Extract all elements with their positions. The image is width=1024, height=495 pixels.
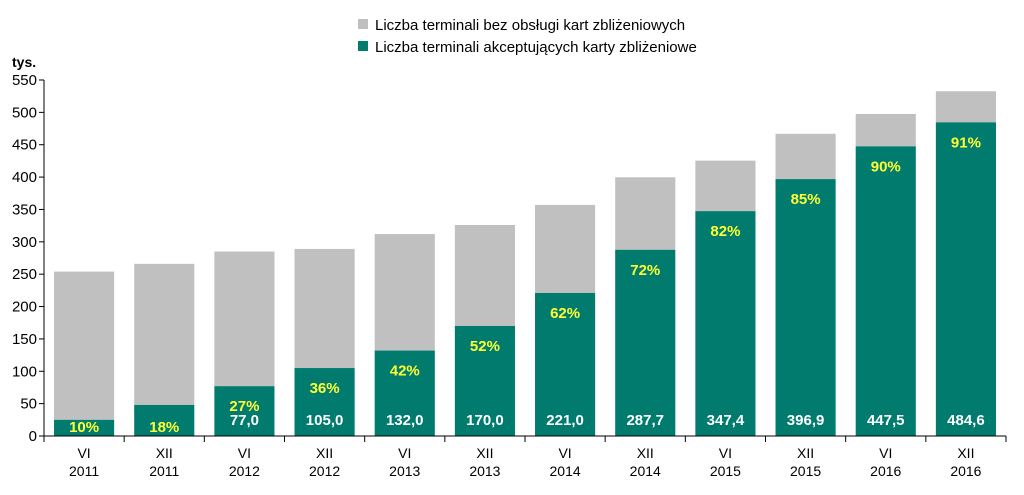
value-label-3: 77,0	[230, 412, 259, 429]
bar-contactless-12	[935, 122, 996, 436]
value-label-6: 170,0	[466, 412, 504, 429]
bar-without-contactless-7	[535, 204, 596, 293]
y-tick-label-3: 100	[12, 363, 37, 380]
bar-without-contactless-6	[454, 224, 515, 326]
category-label-line1-4: XII	[316, 445, 333, 461]
percent-label-10: 85%	[791, 191, 821, 208]
category-label-line2-4: 2012	[309, 463, 340, 479]
legend-swatch-2	[358, 41, 368, 51]
bar-contactless-8	[615, 249, 676, 436]
y-tick-label-7: 300	[12, 234, 37, 251]
category-label-line2-6: 2013	[469, 463, 500, 479]
category-label-line2-2: 2011	[149, 463, 179, 479]
bar-without-contactless-1	[54, 271, 115, 420]
percent-label-4: 36%	[310, 380, 340, 397]
value-label-11: 447,5	[867, 412, 905, 429]
category-label-line1-11: VI	[879, 445, 892, 461]
bar-contactless-9	[695, 211, 756, 436]
legend-swatch-1	[358, 19, 368, 29]
y-tick-label-1: 0	[29, 428, 37, 445]
bar-contactless-1	[54, 419, 115, 436]
category-label-line1-3: VI	[238, 445, 251, 461]
legend: Liczba terminali bez obsługi kart zbliże…	[358, 17, 697, 56]
percent-label-7: 62%	[550, 305, 580, 322]
bar-without-contactless-12	[935, 91, 996, 123]
bar-without-contactless-2	[134, 263, 195, 405]
bar-without-contactless-10	[775, 133, 836, 180]
bar-without-contactless-5	[374, 234, 435, 351]
percent-label-12: 91%	[951, 134, 981, 151]
value-label-5: 132,0	[386, 412, 424, 429]
category-label-line1-2: XII	[156, 445, 173, 461]
y-tick-label-12: 550	[12, 72, 37, 89]
percent-label-2: 18%	[149, 419, 179, 436]
bar-without-contactless-8	[615, 177, 676, 250]
legend-label-2: Liczba terminali akceptujących karty zbl…	[375, 39, 697, 56]
category-label-line2-11: 2016	[870, 463, 901, 479]
category-label-line2-10: 2015	[790, 463, 821, 479]
bar-contactless-2	[134, 404, 195, 436]
percent-label-1: 10%	[69, 419, 99, 436]
category-label-line1-8: XII	[637, 445, 654, 461]
bar-contactless-3	[214, 386, 275, 436]
percent-label-9: 82%	[710, 223, 740, 240]
y-tick-label-2: 50	[20, 396, 37, 413]
value-label-8: 287,7	[626, 412, 664, 429]
y-tick-label-10: 450	[12, 137, 37, 154]
category-label-line1-9: VI	[719, 445, 732, 461]
y-tick-label-9: 400	[12, 169, 37, 186]
category-label-line2-1: 2011	[69, 463, 99, 479]
category-label-line1-5: VI	[398, 445, 411, 461]
category-label-line1-7: VI	[558, 445, 571, 461]
bar-without-contactless-9	[695, 160, 756, 212]
value-label-12: 484,6	[947, 412, 985, 429]
bar-without-contactless-11	[855, 113, 916, 147]
legend-label-1: Liczba terminali bez obsługi kart zbliże…	[375, 17, 685, 34]
value-label-10: 396,9	[787, 412, 825, 429]
bar-contactless-10	[775, 179, 836, 436]
bar-without-contactless-4	[294, 248, 355, 369]
bar-contactless-4	[294, 368, 355, 436]
bar-contactless-7	[535, 292, 596, 436]
category-label-line2-12: 2016	[950, 463, 981, 479]
percent-label-8: 72%	[630, 262, 660, 279]
data-labels: 10% 18% 77,027% 105,0 36% 132,0 42% 170,0 52% 221…	[69, 134, 985, 436]
y-tick-label-8: 350	[12, 201, 37, 218]
axes: 0 50 100 150 200 250 300 350 400 450 500 550 VI 2011 X…	[12, 72, 1007, 479]
percent-label-11: 90%	[871, 158, 901, 175]
y-tick-label-5: 200	[12, 299, 37, 316]
percent-label-3: 27%	[229, 398, 259, 415]
category-label-line1-10: XII	[797, 445, 814, 461]
bars	[54, 91, 996, 436]
value-label-7: 221,0	[546, 412, 584, 429]
category-label-line2-8: 2014	[630, 463, 661, 479]
value-label-4: 105,0	[306, 412, 344, 429]
bar-contactless-6	[454, 325, 515, 436]
percent-label-5: 42%	[390, 363, 420, 380]
y-tick-label-4: 150	[12, 331, 37, 348]
category-label-line2-7: 2014	[550, 463, 581, 479]
bar-contactless-11	[855, 146, 916, 436]
value-label-9: 347,4	[707, 412, 745, 429]
bar-without-contactless-3	[214, 251, 275, 387]
percent-label-6: 52%	[470, 338, 500, 355]
category-label-line1-12: XII	[957, 445, 974, 461]
category-label-line1-1: VI	[77, 445, 90, 461]
category-label-line1-6: XII	[476, 445, 493, 461]
category-label-line2-9: 2015	[710, 463, 741, 479]
y-tick-label-11: 500	[12, 104, 37, 121]
y-tick-label-6: 250	[12, 266, 37, 283]
category-label-line2-3: 2012	[229, 463, 260, 479]
y-axis-unit-label: tys.	[12, 54, 36, 70]
category-label-line2-5: 2013	[389, 463, 420, 479]
bar-contactless-5	[374, 350, 435, 436]
